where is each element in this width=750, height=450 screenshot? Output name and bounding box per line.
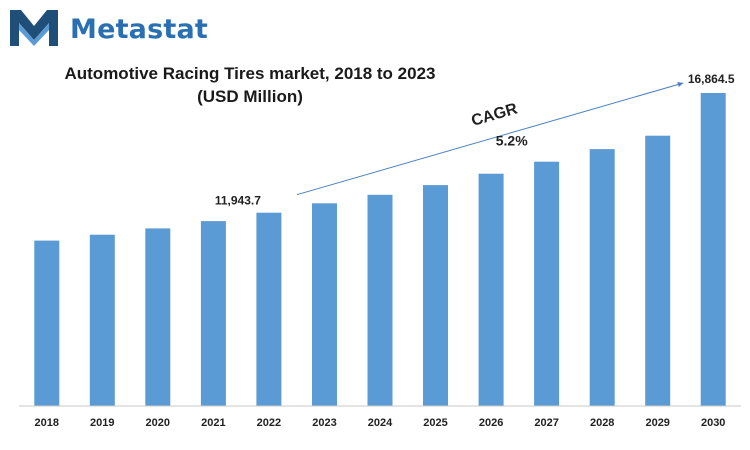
bar-2018	[34, 240, 60, 406]
bar-2027	[534, 161, 560, 406]
x-tick-label: 2019	[90, 417, 114, 429]
bar-2021	[200, 221, 226, 406]
cagr-trend-arrow	[296, 82, 684, 196]
chart-title-block: Automotive Racing Tires market, 2018 to …	[40, 62, 460, 108]
cagr-label: CAGR	[469, 100, 519, 130]
data-label: 11,943.7	[215, 194, 261, 208]
chart-subtitle: (USD Million)	[197, 87, 303, 106]
x-tick-label: 2025	[423, 417, 447, 429]
brand-name: Metastat	[70, 14, 209, 45]
x-tick-label: 2020	[146, 417, 170, 429]
bar-2029	[645, 135, 671, 406]
data-label: 16,864.5	[688, 72, 735, 86]
x-tick-label: 2022	[257, 417, 281, 429]
metastat-logo-icon	[10, 10, 58, 46]
brand-logo: Metastat	[8, 6, 208, 50]
bar-2023	[312, 203, 337, 406]
x-tick-label: 2021	[201, 417, 225, 429]
bar-2026	[478, 173, 504, 406]
cagr-value: 5.2%	[496, 133, 528, 149]
x-tick-label: 2018	[35, 417, 59, 429]
x-tick-label: 2028	[590, 417, 614, 429]
x-tick-label: 2023	[312, 417, 336, 429]
x-tick-label: 2029	[645, 417, 669, 429]
bar-2020	[145, 228, 171, 406]
x-tick-label: 2026	[479, 417, 503, 429]
x-tick-label: 2027	[534, 417, 558, 429]
cagr-arrowhead	[677, 82, 684, 88]
chart-title: Automotive Racing Tires market, 2018 to …	[64, 64, 436, 83]
bar-2022	[256, 212, 282, 406]
bar-2025	[423, 185, 448, 406]
bar-2028	[589, 149, 615, 406]
bar-2030	[700, 93, 726, 406]
x-tick-label: 2030	[701, 417, 725, 429]
bar-2024	[367, 194, 393, 406]
x-tick-label: 2024	[368, 417, 393, 429]
bar-2019	[89, 234, 115, 406]
